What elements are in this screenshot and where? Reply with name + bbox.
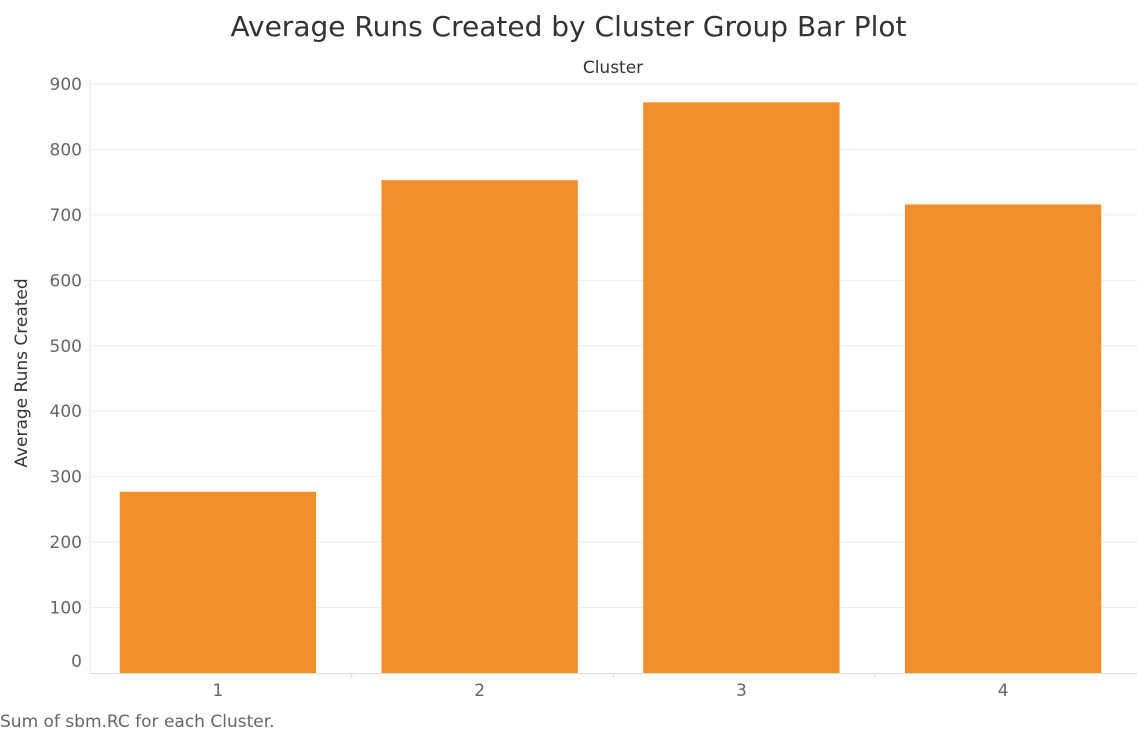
bar-cluster-1 bbox=[119, 491, 317, 673]
y-tick-label: 200 bbox=[50, 533, 82, 553]
x-tick-label: 1 bbox=[212, 681, 223, 701]
y-tick-label: 400 bbox=[50, 402, 82, 422]
y-tick-label: 600 bbox=[50, 271, 82, 291]
x-tick-label: 4 bbox=[998, 681, 1009, 701]
column-header: Cluster bbox=[583, 58, 643, 78]
bar-cluster-2 bbox=[381, 180, 578, 673]
x-tick-labels: 1 2 3 4 bbox=[212, 681, 1008, 701]
bar-cluster-3 bbox=[643, 102, 840, 673]
y-tick-label: 0 bbox=[71, 652, 82, 672]
x-tick-label: 2 bbox=[474, 681, 485, 701]
y-tick-label: 300 bbox=[50, 468, 82, 488]
y-tick-label: 500 bbox=[50, 337, 82, 357]
axes bbox=[89, 80, 1137, 678]
y-tick-labels: 0 100 200 300 400 500 600 700 800 900 bbox=[50, 75, 82, 672]
y-axis-title: Average Runs Created bbox=[12, 278, 32, 467]
x-tick-label: 3 bbox=[736, 681, 747, 701]
y-tick-label: 100 bbox=[50, 599, 82, 619]
y-tick-label: 900 bbox=[50, 75, 82, 95]
y-tick-label: 800 bbox=[50, 140, 82, 160]
bar-cluster-4 bbox=[904, 204, 1102, 673]
chart-caption: Sum of sbm.RC for each Cluster. bbox=[0, 712, 275, 732]
y-tick-label: 700 bbox=[50, 206, 82, 226]
chart-title: Average Runs Created by Cluster Group Ba… bbox=[230, 10, 907, 43]
bars bbox=[119, 102, 1102, 673]
